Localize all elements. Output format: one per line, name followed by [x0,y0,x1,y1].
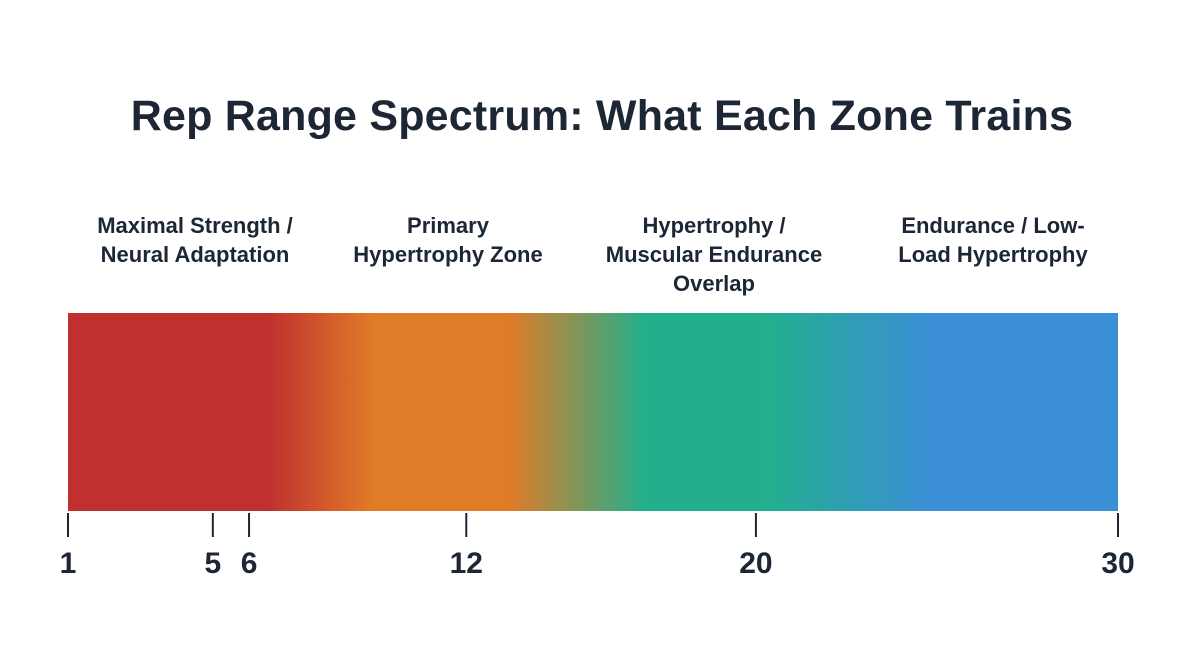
zone-label-line: Primary [407,213,489,238]
rep-range-gradient-bar [68,313,1118,511]
zone-label-line: Hypertrophy / [642,213,786,238]
chart-title: Rep Range Spectrum: What Each Zone Train… [130,92,1074,140]
zone-label-line: Overlap [673,271,755,296]
zone-label-line: Load Hypertrophy [898,242,1088,267]
zone-label-line: Hypertrophy Zone [353,242,543,267]
zone-label-line: Maximal Strength / [97,213,293,238]
zone-label-line: Neural Adaptation [100,242,290,267]
zone-label-line: Endurance / Low- [901,213,1085,238]
zone-label-primary-hypertrophy: Primary Hypertrophy Zone [323,211,573,269]
axis-tick-label: 30 [1101,547,1134,580]
zone-label-maximal-strength: Maximal Strength / Neural Adaptation [70,211,320,269]
axis-tick-label: 12 [450,547,483,580]
axis-tick-label: 1 [60,547,77,580]
axis-tick-label: 20 [739,547,772,580]
zone-label-endurance: Endurance / Low- Load Hypertrophy [868,211,1118,269]
axis-tick-label: 5 [204,547,221,580]
zone-label-line: Muscular Endurance [605,242,823,267]
zone-label-hypertrophy-endurance-overlap: Hypertrophy / Muscular Endurance Overlap [589,211,839,298]
axis-tick-label: 6 [241,547,258,580]
